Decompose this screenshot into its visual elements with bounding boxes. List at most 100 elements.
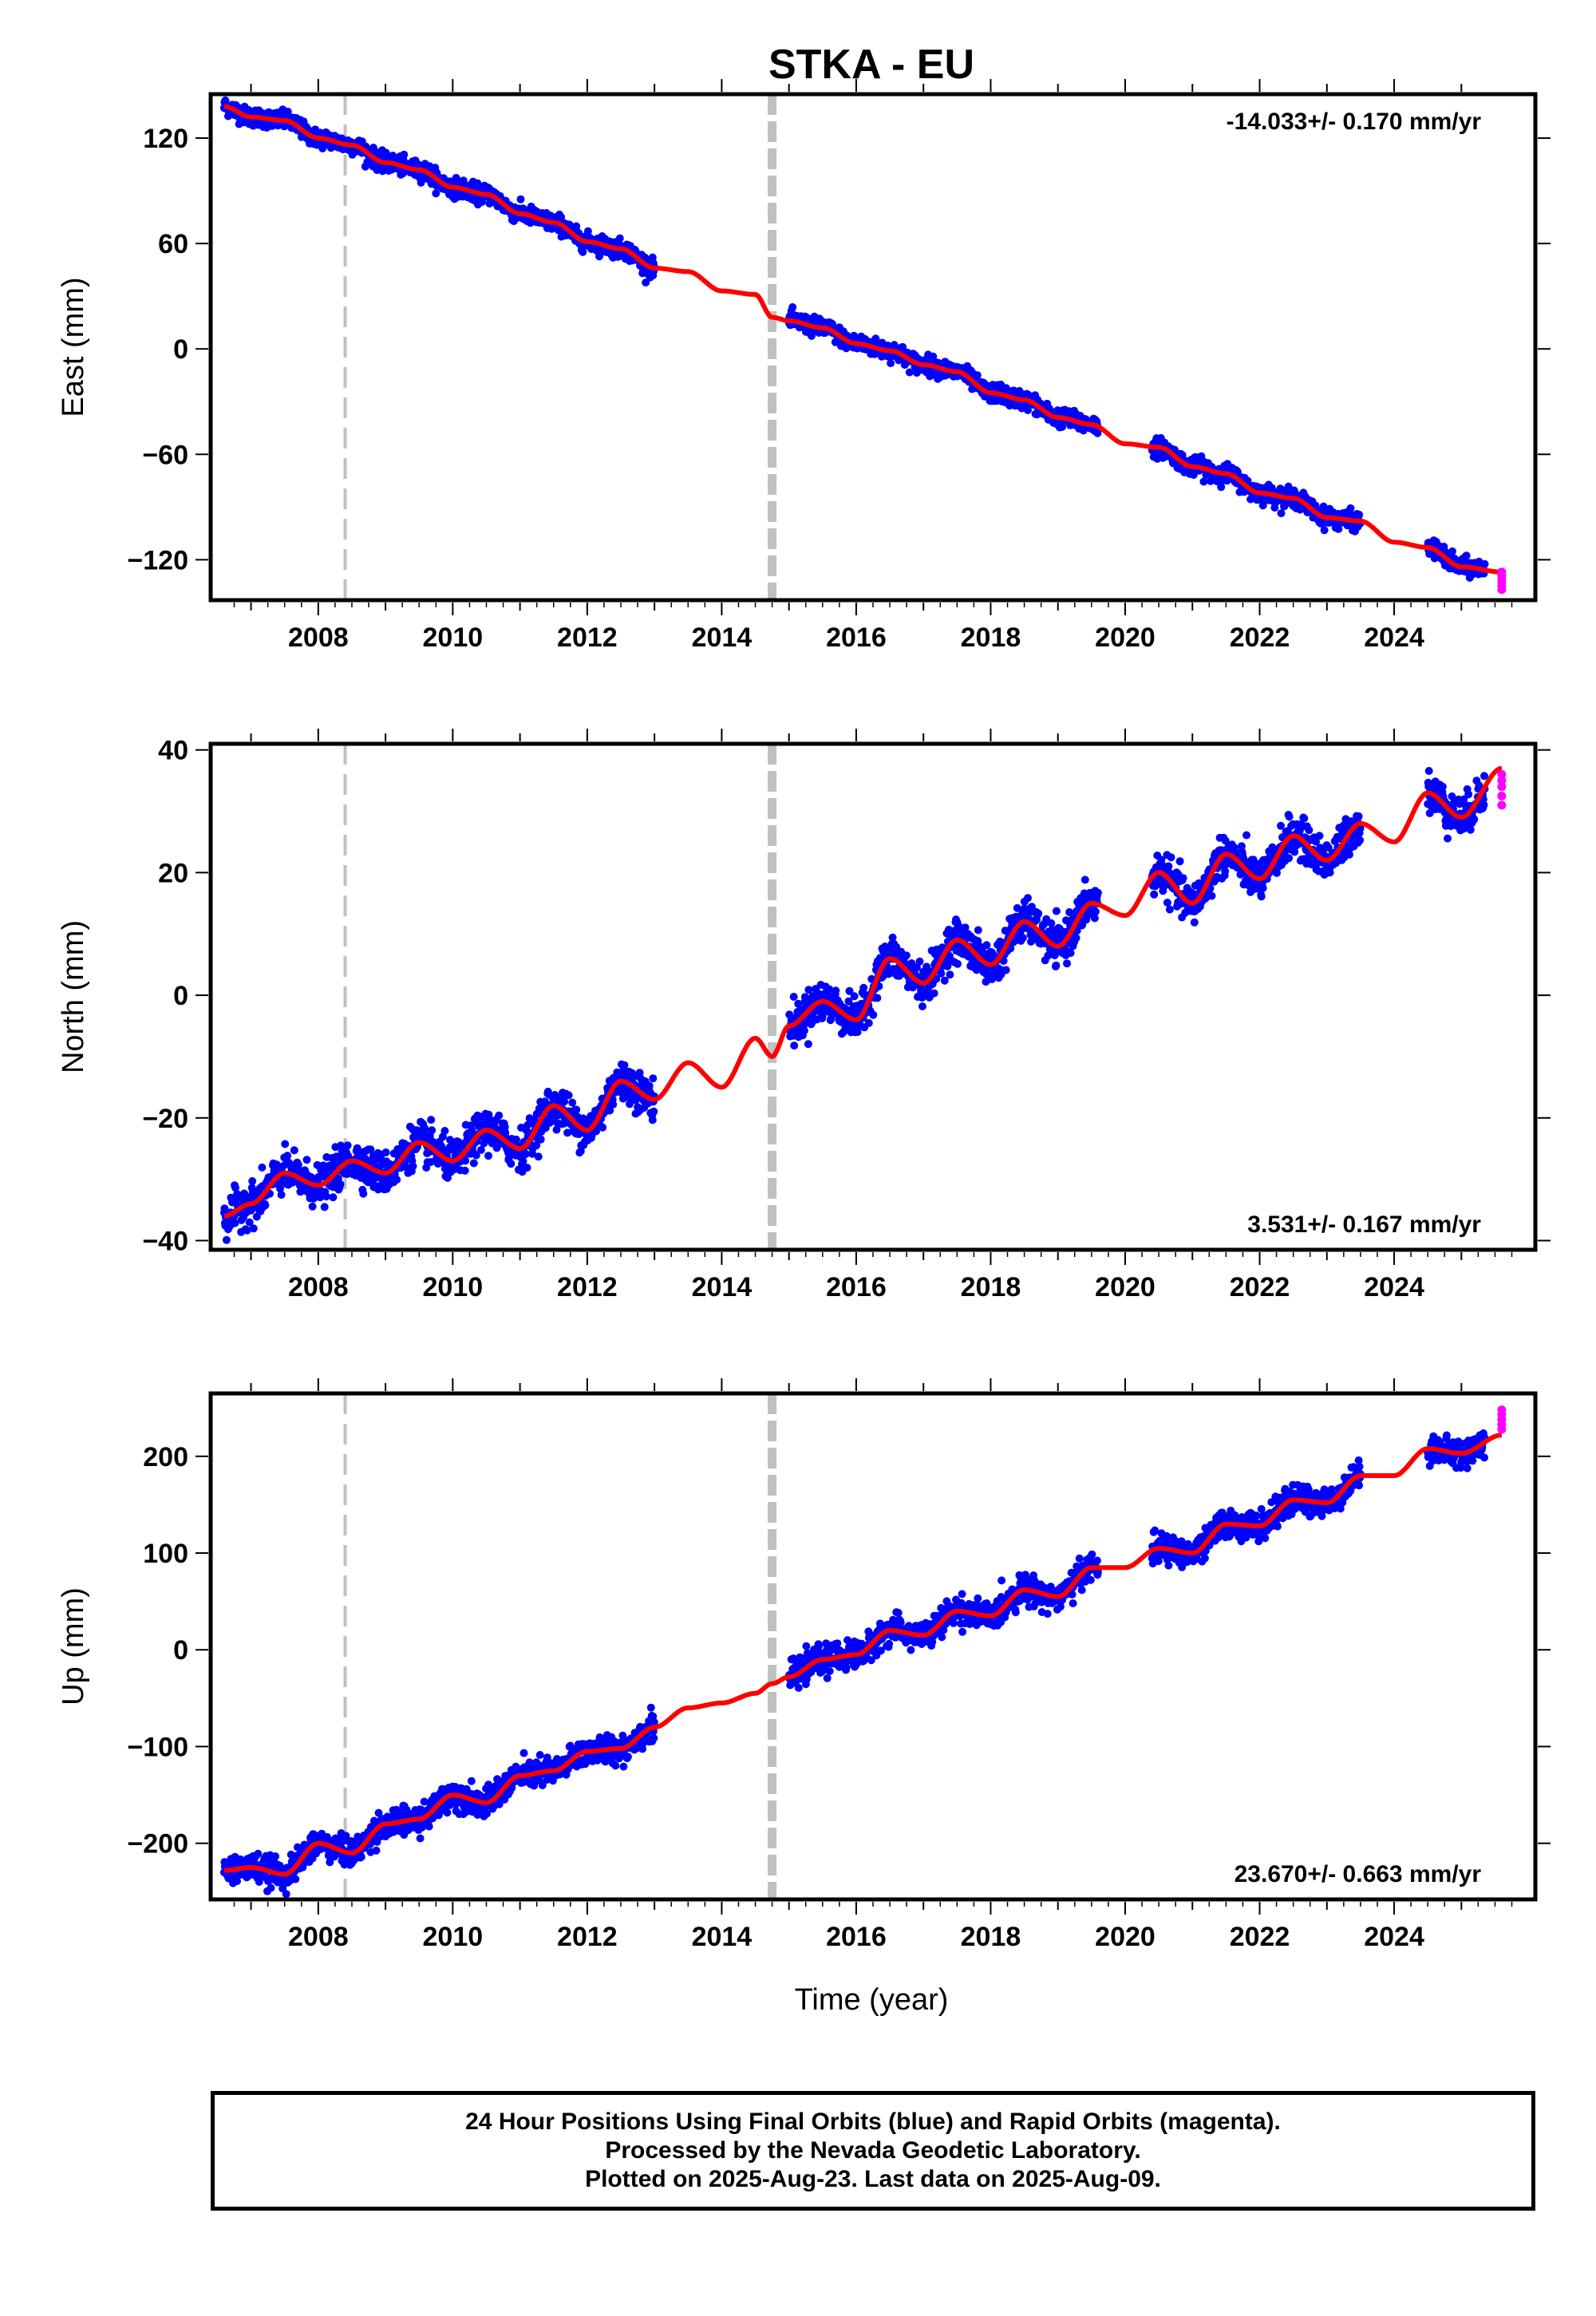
north-final-point: [534, 1152, 543, 1161]
east-final-point: [1355, 510, 1364, 519]
north-final-point: [818, 1012, 827, 1021]
east-x-tick-label: 2014: [692, 622, 753, 653]
north-final-point: [1175, 857, 1184, 866]
north-final-point: [353, 1144, 361, 1152]
north-final-point: [873, 994, 882, 1002]
north-final-point: [1305, 826, 1314, 835]
north-final-point: [1018, 934, 1027, 943]
north-final-point: [853, 1028, 862, 1037]
east-final-point: [1217, 483, 1226, 492]
north-final-point: [1093, 888, 1102, 897]
north-final-point: [523, 1164, 531, 1172]
north-final-point: [598, 1123, 607, 1132]
north-final-point: [460, 1166, 469, 1175]
north-final-point: [427, 1116, 436, 1124]
east-x-tick-label: 2010: [423, 622, 484, 653]
north-final-point: [902, 951, 911, 960]
north-final-point: [302, 1156, 311, 1164]
north-final-point: [1090, 914, 1099, 923]
north-final-point: [222, 1235, 231, 1244]
north-final-point: [231, 1219, 239, 1227]
north-final-point: [1207, 891, 1216, 900]
north-final-point: [845, 986, 854, 995]
north-final-point: [552, 1125, 561, 1134]
north-final-point: [1080, 875, 1089, 884]
north-final-point: [635, 1069, 644, 1077]
north-final-point: [974, 937, 982, 945]
figure-title: STKA - EU: [768, 41, 974, 88]
north-final-point: [421, 1124, 429, 1133]
east-final-point: [973, 371, 982, 380]
east-final-point: [283, 107, 292, 116]
north-final-point: [1285, 812, 1294, 821]
north-final-point: [790, 1041, 799, 1050]
north-final-point: [1163, 899, 1171, 907]
north-final-point: [532, 1141, 541, 1150]
north-final-point: [322, 1192, 330, 1201]
north-final-point: [940, 976, 949, 985]
north-final-point: [512, 1135, 520, 1144]
north-final-point: [495, 1111, 504, 1120]
east-final-point: [1199, 477, 1208, 486]
north-final-point: [954, 959, 962, 968]
east-final-point: [400, 150, 409, 159]
north-final-point: [1091, 907, 1100, 916]
north-final-point: [1300, 814, 1309, 823]
north-final-point: [1001, 966, 1010, 974]
east-x-tick-label: 2008: [288, 622, 349, 653]
north-final-point: [1167, 853, 1175, 862]
north-final-point: [258, 1163, 267, 1172]
north-final-point: [1063, 959, 1071, 968]
east-final-point: [1024, 406, 1032, 414]
north-final-point: [308, 1202, 317, 1211]
north-final-point: [999, 957, 1008, 965]
east-x-tick-label: 2018: [961, 622, 1021, 653]
north-final-point: [1285, 854, 1294, 863]
north-final-point: [1345, 850, 1353, 859]
north-final-point: [1257, 892, 1266, 901]
east-fit-line: [223, 104, 1502, 575]
east-final-point: [871, 334, 880, 343]
north-final-point: [930, 989, 938, 998]
north-final-point: [650, 1107, 658, 1116]
east-final-point: [899, 342, 907, 351]
east-final-point: [1207, 476, 1215, 485]
north-final-point: [1242, 831, 1250, 840]
north-final-point: [1190, 918, 1199, 927]
north-final-point: [231, 1184, 239, 1192]
north-final-point: [393, 1176, 401, 1184]
east-y-tick-label: −60: [142, 440, 188, 470]
north-final-point: [804, 986, 813, 994]
north-final-point: [281, 1140, 290, 1148]
north-final-point: [1066, 949, 1075, 958]
east-final-point: [1320, 526, 1329, 535]
north-final-point: [859, 983, 868, 992]
north-final-point: [620, 1061, 629, 1069]
east-y-tick-label: 120: [143, 124, 188, 154]
north-final-point: [1157, 856, 1166, 864]
north-final-point: [832, 986, 840, 995]
north-final-point: [1024, 894, 1032, 903]
north-final-point: [1315, 832, 1324, 840]
north-final-point: [1065, 908, 1074, 916]
north-final-point: [888, 933, 897, 942]
north-final-point: [606, 1106, 614, 1115]
north-final-point: [472, 1151, 480, 1160]
north-final-point: [649, 1074, 658, 1083]
north-final-point: [937, 969, 946, 978]
north-final-point: [519, 1157, 527, 1165]
north-final-point: [804, 1040, 812, 1049]
east-final-point: [432, 189, 440, 198]
north-final-point: [974, 926, 982, 935]
north-final-point: [261, 1201, 270, 1210]
north-final-point: [645, 1081, 654, 1090]
north-final-point: [869, 1010, 878, 1019]
north-final-point: [1424, 767, 1433, 775]
north-final-point: [374, 1185, 382, 1194]
north-final-point: [568, 1098, 577, 1107]
north-final-point: [864, 1018, 873, 1027]
north-final-point: [440, 1127, 449, 1135]
north-final-point: [572, 1105, 581, 1114]
north-final-point: [961, 923, 970, 932]
